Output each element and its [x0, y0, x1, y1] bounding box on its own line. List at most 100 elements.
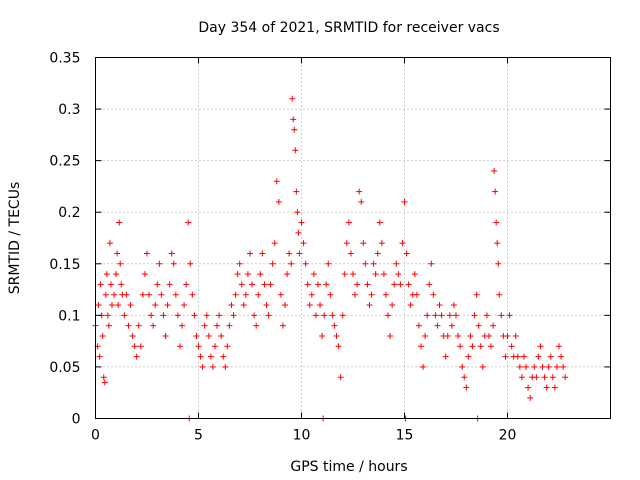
x-tick-label: 10: [293, 428, 311, 444]
data-point: [267, 281, 274, 288]
data-point: [105, 322, 112, 329]
data-point: [405, 281, 412, 288]
y-tick-label: 0.1: [58, 308, 80, 324]
data-point: [551, 384, 558, 391]
data-point: [325, 260, 332, 267]
data-point: [319, 332, 326, 339]
data-point: [438, 312, 445, 319]
x-tick-label: 20: [499, 428, 517, 444]
x-tick-label: 0: [91, 428, 100, 444]
data-point: [426, 281, 433, 288]
data-point: [488, 343, 495, 350]
y-axis-title: SRMTID / TECUs: [7, 182, 23, 295]
data-point: [271, 240, 278, 247]
data-point: [129, 332, 136, 339]
data-point: [335, 343, 342, 350]
data-point: [308, 291, 315, 298]
data-point: [446, 312, 453, 319]
data-point: [463, 384, 470, 391]
data-point: [160, 312, 167, 319]
data-point: [376, 219, 383, 226]
data-point: [234, 271, 241, 278]
data-point: [146, 291, 153, 298]
data-point: [525, 384, 532, 391]
data-point: [164, 302, 171, 309]
data-point: [537, 343, 544, 350]
data-point: [257, 271, 264, 278]
data-point: [127, 302, 134, 309]
data-point: [193, 332, 200, 339]
data-point: [504, 332, 511, 339]
y-tick-label: 0: [72, 412, 81, 428]
data-point: [512, 332, 519, 339]
data-point: [187, 260, 194, 267]
data-point: [477, 343, 484, 350]
data-point: [380, 271, 387, 278]
data-point: [312, 312, 319, 319]
data-point: [99, 332, 106, 339]
data-point: [158, 291, 165, 298]
data-point: [457, 343, 464, 350]
data-point: [518, 374, 525, 381]
data-point: [533, 374, 540, 381]
data-point: [473, 291, 480, 298]
data-point: [475, 322, 482, 329]
data-point: [370, 260, 377, 267]
data-point: [417, 343, 424, 350]
data-point: [261, 281, 268, 288]
data-point: [214, 322, 221, 329]
data-point: [508, 343, 515, 350]
data-point: [291, 126, 298, 133]
data-point: [506, 312, 513, 319]
data-point: [420, 363, 427, 370]
data-point: [113, 271, 120, 278]
data-point: [103, 271, 110, 278]
data-point: [96, 353, 103, 360]
data-point: [275, 198, 282, 205]
data-point: [289, 95, 296, 102]
data-point: [154, 281, 161, 288]
data-point: [403, 250, 410, 257]
data-point: [492, 188, 499, 195]
data-point: [448, 322, 455, 329]
data-point: [397, 281, 404, 288]
data-point: [374, 250, 381, 257]
data-point: [356, 188, 363, 195]
data-point: [352, 291, 359, 298]
data-point: [168, 250, 175, 257]
data-point: [95, 302, 102, 309]
data-point: [181, 302, 188, 309]
data-point: [259, 250, 266, 257]
data-point: [269, 260, 276, 267]
data-point: [310, 271, 317, 278]
data-point: [139, 291, 146, 298]
data-point: [131, 343, 138, 350]
data-point: [238, 281, 245, 288]
data-point: [216, 312, 223, 319]
data-point: [387, 332, 394, 339]
data-point: [224, 343, 231, 350]
data-point: [436, 302, 443, 309]
data-point: [185, 219, 192, 226]
data-point: [461, 374, 468, 381]
data-point: [514, 353, 521, 360]
x-axis-title: GPS time / hours: [290, 459, 407, 475]
data-point: [265, 312, 272, 319]
marks-layer: [92, 95, 569, 422]
data-point: [337, 374, 344, 381]
data-point: [317, 302, 324, 309]
data-point: [170, 260, 177, 267]
data-point: [156, 260, 163, 267]
data-point: [222, 363, 229, 370]
data-point: [490, 322, 497, 329]
data-point: [399, 240, 406, 247]
data-point: [290, 116, 297, 123]
data-point: [123, 291, 130, 298]
data-point: [407, 302, 414, 309]
data-point: [282, 302, 289, 309]
data-point: [314, 281, 321, 288]
data-point: [467, 332, 474, 339]
data-point: [382, 291, 389, 298]
data-point: [432, 312, 439, 319]
data-point: [135, 322, 142, 329]
